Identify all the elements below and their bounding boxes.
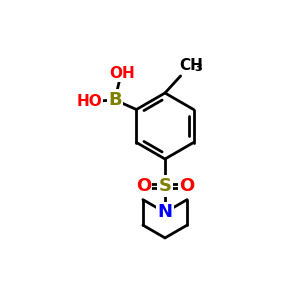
- Text: CH: CH: [179, 58, 203, 74]
- Text: 3: 3: [194, 63, 202, 73]
- Text: S: S: [158, 177, 172, 195]
- Text: O: O: [179, 177, 194, 195]
- Text: OH: OH: [109, 66, 135, 81]
- Text: HO: HO: [77, 94, 103, 109]
- Text: O: O: [136, 177, 151, 195]
- Text: N: N: [158, 203, 172, 221]
- Text: B: B: [108, 91, 122, 109]
